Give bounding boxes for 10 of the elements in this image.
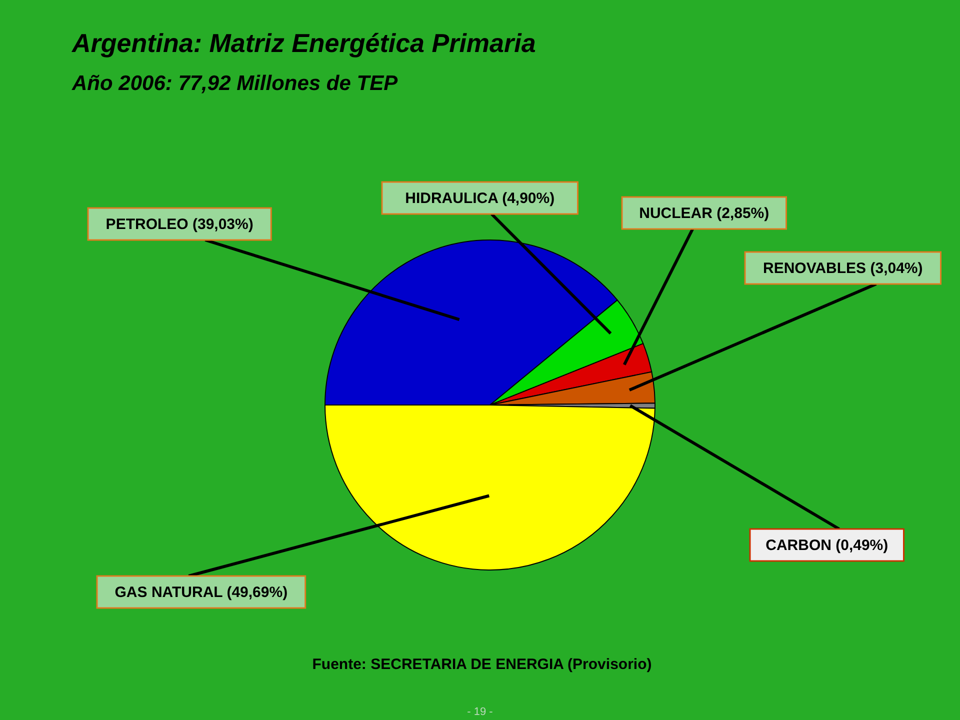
source-note: Fuente: SECRETARIA DE ENERGIA (Provisorio) bbox=[312, 656, 652, 673]
chart-subtitle: Año 2006: 77,92 Millones de TEP bbox=[71, 72, 399, 95]
slice-label: CARBON (0,49%) bbox=[766, 537, 888, 554]
slice-label: PETROLEO (39,03%) bbox=[106, 216, 254, 233]
slice-label: RENOVABLES (3,04%) bbox=[762, 260, 923, 277]
chart-title: Argentina: Matriz Energética Primaria bbox=[71, 28, 536, 58]
slice-label: GAS NATURAL (49,69%) bbox=[114, 584, 288, 601]
slice-label: NUCLEAR (2,85%) bbox=[639, 205, 770, 222]
slice-label: HIDRAULICA (4,90%) bbox=[405, 190, 555, 207]
text: - 19 - bbox=[467, 706, 494, 718]
